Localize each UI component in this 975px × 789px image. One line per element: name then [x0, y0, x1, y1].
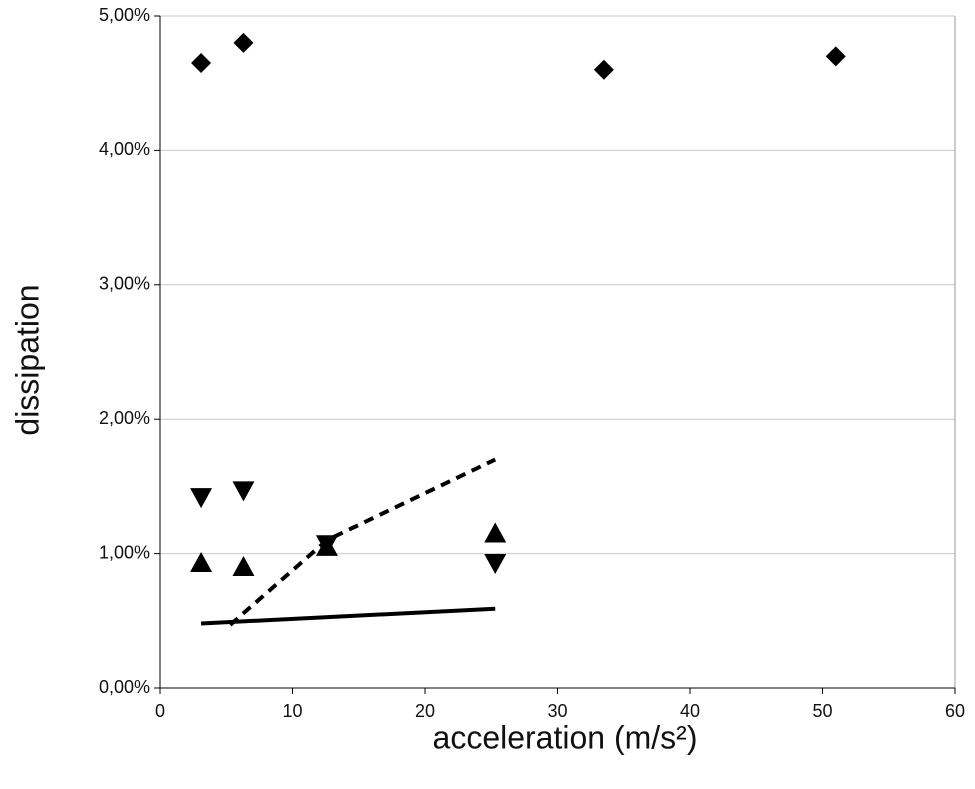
marker — [825, 46, 846, 67]
y-tick-label: 2,00% — [99, 408, 150, 428]
x-tick-label: 30 — [547, 701, 567, 721]
trend-line — [228, 457, 497, 627]
y-tick-label: 5,00% — [99, 5, 150, 25]
x-axis-title: acceleration (m/s²) — [433, 719, 698, 755]
marker — [484, 554, 507, 575]
x-tick-label: 40 — [680, 701, 700, 721]
y-tick-label: 3,00% — [99, 274, 150, 294]
y-axis-title: dissipation — [9, 284, 45, 435]
y-tick-label: 1,00% — [99, 542, 150, 562]
marker — [484, 522, 507, 543]
x-tick-label: 0 — [155, 701, 165, 721]
trend-line — [200, 606, 496, 626]
marker — [190, 552, 213, 573]
x-tick-label: 60 — [945, 701, 965, 721]
marker — [593, 59, 614, 80]
y-tick-label: 0,00% — [99, 677, 150, 697]
x-tick-label: 50 — [812, 701, 832, 721]
marker — [232, 556, 255, 577]
x-tick-label: 10 — [282, 701, 302, 721]
marker — [190, 488, 213, 509]
y-tick-label: 4,00% — [99, 139, 150, 159]
marker — [233, 32, 254, 53]
x-tick-label: 20 — [415, 701, 435, 721]
marker — [315, 535, 338, 556]
marker — [191, 53, 212, 74]
marker — [232, 481, 255, 502]
